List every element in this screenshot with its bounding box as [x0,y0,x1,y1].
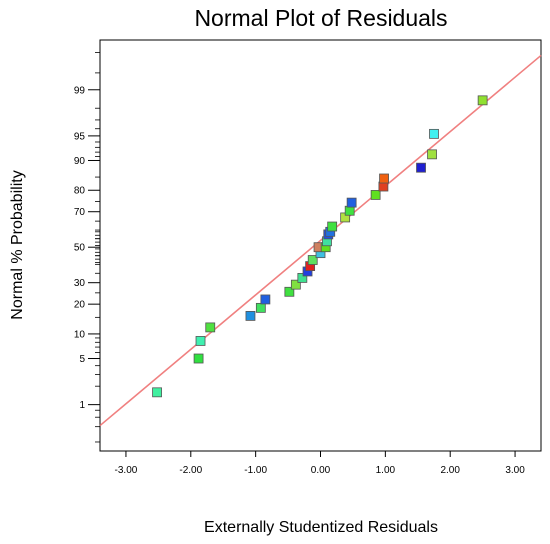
data-point [255,302,266,313]
reference-line-layer [99,54,542,427]
data-point [193,353,204,364]
data-point [477,95,488,106]
x-tick-label: 0.00 [311,465,331,476]
x-axis-label: Externally Studentized Residuals [204,519,438,536]
y-tick-label: 95 [74,131,86,142]
data-point [260,294,271,305]
data-point [152,387,162,398]
x-tick-label: -3.00 [115,465,138,476]
y-tick-label: 1 [79,400,85,411]
data-point [245,311,256,321]
y-axis-label: Normal % Probability [9,170,26,319]
data-point [195,336,206,346]
data-point [427,149,437,160]
data-points [152,95,488,398]
reference-line [99,54,542,427]
chart-title: Normal Plot of Residuals [194,5,447,31]
data-point [327,221,338,232]
y-tick-label: 5 [79,354,85,365]
x-tick-label: 1.00 [376,465,396,476]
data-point [297,273,308,283]
y-tick-label: 80 [74,186,86,197]
data-point [307,255,318,265]
data-point [370,190,381,200]
y-tick-label: 30 [74,278,86,289]
data-point [346,197,357,208]
data-point [290,279,301,290]
y-tick-label: 90 [74,156,86,167]
x-tick-label: -2.00 [179,465,202,476]
y-axis-ticks: 1 5 10 20 30 50 70 80 90 95 99 [74,52,100,443]
data-point [379,173,389,184]
y-tick-label: 70 [74,207,86,218]
data-point [344,205,355,216]
y-tick-label: 50 [74,243,86,254]
x-tick-label: 3.00 [505,465,525,476]
y-tick-label: 20 [74,300,86,311]
data-point [284,286,295,297]
data-point [429,128,439,139]
data-point [416,162,426,173]
x-tick-label: 2.00 [440,465,460,476]
data-point [205,322,216,333]
y-tick-label: 99 [74,85,86,96]
x-axis-ticks: -3.00 -2.00 -1.00 0.00 1.00 2.00 3.00 [115,451,525,476]
x-tick-label: -1.00 [244,465,267,476]
y-tick-label: 10 [74,329,86,340]
